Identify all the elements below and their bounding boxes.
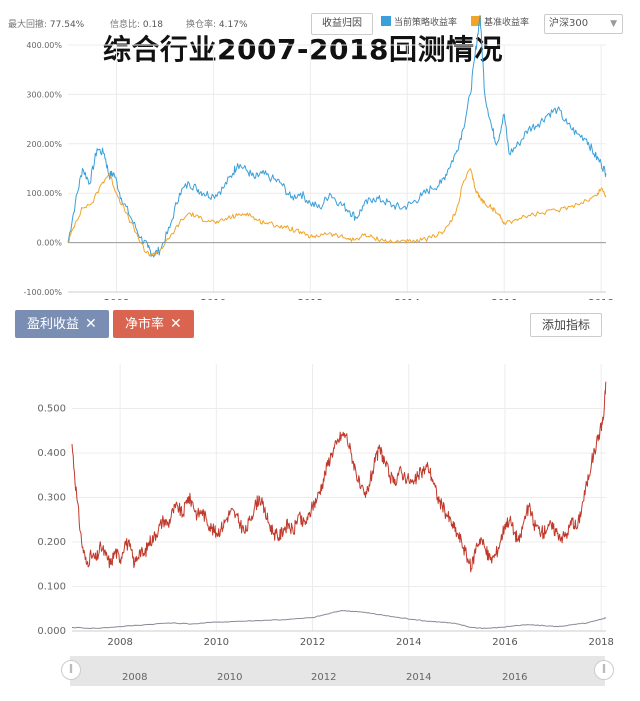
y-tick-label: 200.00% bbox=[26, 140, 62, 149]
y-tick-label: 300.00% bbox=[26, 90, 62, 99]
benchmark-select[interactable]: 沪深300 ▼ bbox=[544, 14, 623, 34]
valuation-chart: 0.000 0.100 0.200 0.300 0.400 0.500 2008 2010 2… bbox=[37, 364, 614, 648]
legend-benchmark[interactable]: 基准收益率 bbox=[471, 15, 529, 28]
x-tick-label: 2016 bbox=[491, 298, 516, 300]
tag-profit-yield-label: 盈利收益 bbox=[27, 317, 80, 332]
legend-benchmark-swatch bbox=[471, 16, 481, 26]
legend-strategy[interactable]: 当前策略收益率 bbox=[381, 15, 457, 28]
y-tick-label: 100.00% bbox=[26, 189, 62, 198]
x-tick-label: 2014 bbox=[395, 298, 420, 300]
slider-tick: 2010 bbox=[217, 672, 243, 683]
y-tick-label: 0.400 bbox=[37, 448, 66, 459]
turnover-stat: 换仓率: 4.17% bbox=[186, 17, 248, 30]
y-tick-label: 0.500 bbox=[37, 404, 66, 415]
y-tick-label: 0.100 bbox=[37, 582, 66, 593]
close-icon[interactable]: ✕ bbox=[85, 316, 97, 332]
info-ratio-stat: 信息比: 0.18 bbox=[110, 17, 163, 30]
range-slider-ticks: 2008 2010 2012 2014 2016 bbox=[0, 672, 640, 686]
max-drawdown-value: 77.54% bbox=[49, 20, 85, 30]
add-indicator-button[interactable]: 添加指标 bbox=[530, 313, 602, 337]
tag-profit-yield[interactable]: 盈利收益 ✕ bbox=[15, 310, 109, 338]
info-ratio-value: 0.18 bbox=[142, 20, 163, 30]
tag-pb-ratio[interactable]: 净市率 ✕ bbox=[113, 310, 194, 338]
series-line-1-0 bbox=[67, 14, 607, 258]
x-tick-label: 2012 bbox=[300, 637, 325, 648]
x-tick-label: 2016 bbox=[492, 637, 517, 648]
range-slider-right-handle[interactable]: ‖ bbox=[594, 660, 614, 680]
close-icon[interactable]: ✕ bbox=[170, 316, 182, 332]
overlay-title: 综合行业2007-2018回测情况 bbox=[103, 33, 503, 66]
chevron-down-icon: ▼ bbox=[610, 19, 617, 29]
x-tick-label: 2012 bbox=[298, 298, 323, 300]
turnover-label: 换仓率: bbox=[186, 20, 217, 30]
range-slider-left-handle[interactable]: ‖ bbox=[61, 660, 81, 680]
legend-benchmark-label: 基准收益率 bbox=[484, 18, 530, 28]
legend-strategy-swatch bbox=[381, 16, 391, 26]
y-tick-label: 0.00% bbox=[37, 239, 63, 248]
slider-tick: 2008 bbox=[122, 672, 148, 683]
y-tick-label: 400.00% bbox=[26, 41, 62, 50]
slider-tick: 2012 bbox=[311, 672, 337, 683]
benchmark-select-value: 沪深300 bbox=[549, 18, 589, 29]
slider-tick: 2014 bbox=[406, 672, 432, 683]
x-tick-label: 2014 bbox=[396, 637, 421, 648]
y-tick-label: 0.200 bbox=[37, 537, 66, 548]
series-line-1-1 bbox=[67, 168, 607, 257]
series-line-2-0 bbox=[71, 381, 607, 573]
y-tick-label: -100.00% bbox=[24, 288, 63, 297]
max-drawdown-label: 最大回撤: bbox=[8, 20, 48, 30]
attribution-button[interactable]: 收益归因 bbox=[311, 13, 373, 35]
info-ratio-label: 信息比: bbox=[110, 20, 141, 30]
series-line-2-1 bbox=[71, 610, 607, 629]
x-tick-label: 2018 bbox=[588, 637, 613, 648]
y-tick-label: 0.000 bbox=[37, 626, 66, 637]
returns-chart: -100.00% 0.00% 100.00% 200.00% 300.00% 400.00… bbox=[24, 14, 614, 300]
x-tick-label: 2008 bbox=[104, 298, 129, 300]
x-tick-label: 2008 bbox=[107, 637, 132, 648]
x-tick-label: 2010 bbox=[204, 637, 229, 648]
max-drawdown-stat: 最大回撤: 77.54% bbox=[8, 17, 84, 30]
x-tick-label: 2010 bbox=[201, 298, 226, 300]
legend-strategy-label: 当前策略收益率 bbox=[394, 18, 458, 28]
slider-tick: 2016 bbox=[502, 672, 528, 683]
tag-pb-ratio-label: 净市率 bbox=[125, 317, 165, 332]
x-tick-label: 2018 bbox=[588, 298, 613, 300]
y-tick-label: 0.300 bbox=[37, 493, 66, 504]
turnover-value: 4.17% bbox=[218, 20, 248, 30]
range-slider-track[interactable] bbox=[70, 656, 605, 686]
